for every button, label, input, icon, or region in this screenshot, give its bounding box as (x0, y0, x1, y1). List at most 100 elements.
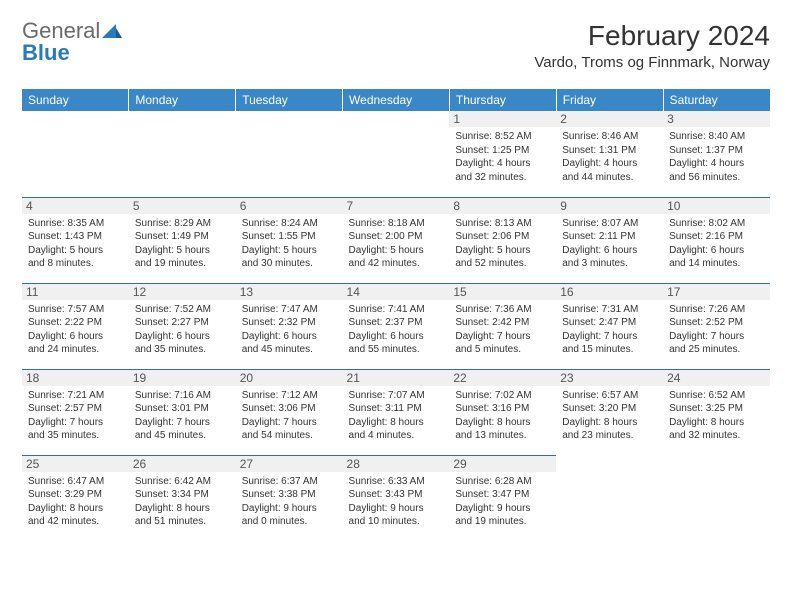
month-title: February 2024 (534, 20, 770, 52)
daylight-text-2: and 8 minutes. (28, 257, 123, 271)
sunset-text: Sunset: 3:06 PM (242, 402, 337, 416)
day-info: Sunrise: 8:07 AMSunset: 2:11 PMDaylight:… (562, 217, 657, 271)
sunrise-text: Sunrise: 7:36 AM (455, 303, 550, 317)
calendar-cell: 19 Sunrise: 7:16 AMSunset: 3:01 PMDayligh… (129, 369, 236, 455)
logo-blue: Blue (22, 40, 70, 65)
day-number: 12 (129, 284, 236, 300)
day-info: Sunrise: 8:35 AMSunset: 1:43 PMDaylight:… (28, 217, 123, 271)
daylight-text-1: Daylight: 7 hours (242, 416, 337, 430)
sunset-text: Sunset: 1:37 PM (669, 144, 764, 158)
day-info: Sunrise: 7:36 AMSunset: 2:42 PMDaylight:… (455, 303, 550, 357)
sunset-text: Sunset: 3:43 PM (349, 488, 444, 502)
sunrise-text: Sunrise: 8:24 AM (242, 217, 337, 231)
daylight-text-2: and 14 minutes. (669, 257, 764, 271)
calendar-cell: 4 Sunrise: 8:35 AMSunset: 1:43 PMDaylight… (22, 197, 129, 283)
day-number: 17 (663, 284, 770, 300)
daylight-text-1: Daylight: 5 hours (455, 244, 550, 258)
daylight-text-2: and 4 minutes. (349, 429, 444, 443)
calendar-cell: 27Sunrise: 6:37 AMSunset: 3:38 PMDayligh… (236, 455, 343, 541)
calendar-cell: 5Sunrise: 8:29 AMSunset: 1:49 PMDaylight… (129, 197, 236, 283)
sunrise-text: Sunrise: 7:07 AM (349, 389, 444, 403)
calendar-head: SundayMondayTuesdayWednesdayThursdayFrid… (22, 89, 770, 111)
sunset-text: Sunset: 2:06 PM (455, 230, 550, 244)
calendar-body: 1Sunrise: 8:52 AMSunset: 1:25 PMDaylight… (22, 111, 770, 541)
sunset-text: Sunset: 3:34 PM (135, 488, 230, 502)
sunset-text: Sunset: 3:38 PM (242, 488, 337, 502)
sunset-text: Sunset: 2:47 PM (562, 316, 657, 330)
daylight-text-2: and 56 minutes. (669, 171, 764, 185)
day-number: 8 (449, 198, 556, 214)
day-number: 19 (129, 370, 236, 386)
daylight-text-2: and 55 minutes. (349, 343, 444, 357)
day-info: Sunrise: 7:41 AMSunset: 2:37 PMDaylight:… (349, 303, 444, 357)
day-number: 29 (449, 456, 556, 472)
daylight-text-2: and 25 minutes. (669, 343, 764, 357)
day-number: 18 (22, 370, 129, 386)
sunset-text: Sunset: 2:16 PM (669, 230, 764, 244)
title-block: February 2024 Vardo, Troms og Finnmark, … (534, 20, 770, 71)
day-number: 25 (22, 456, 129, 472)
calendar-cell: 13Sunrise: 7:47 AMSunset: 2:32 PMDayligh… (236, 283, 343, 369)
calendar-row: 1Sunrise: 8:52 AMSunset: 1:25 PMDaylight… (22, 111, 770, 197)
daylight-text-1: Daylight: 8 hours (135, 502, 230, 516)
daylight-text-2: and 44 minutes. (562, 171, 657, 185)
sunrise-text: Sunrise: 7:26 AM (669, 303, 764, 317)
day-number: 5 (129, 198, 236, 214)
day-header: Friday (556, 89, 663, 111)
daylight-text-1: Daylight: 4 hours (455, 157, 550, 171)
calendar-cell (22, 111, 129, 197)
day-info: Sunrise: 7:21 AMSunset: 2:57 PMDaylight:… (28, 389, 123, 443)
day-info: Sunrise: 7:16 AMSunset: 3:01 PMDaylight:… (135, 389, 230, 443)
calendar-cell: 8 Sunrise: 8:13 AMSunset: 2:06 PMDaylight… (449, 197, 556, 283)
daylight-text-2: and 5 minutes. (455, 343, 550, 357)
daylight-text-1: Daylight: 8 hours (562, 416, 657, 430)
daylight-text-2: and 54 minutes. (242, 429, 337, 443)
sunrise-text: Sunrise: 7:57 AM (28, 303, 123, 317)
day-info: Sunrise: 7:07 AMSunset: 3:11 PMDaylight:… (349, 389, 444, 443)
sunrise-text: Sunrise: 7:12 AM (242, 389, 337, 403)
daylight-text-1: Daylight: 6 hours (669, 244, 764, 258)
day-number: 27 (236, 456, 343, 472)
calendar-table: SundayMondayTuesdayWednesdayThursdayFrid… (22, 89, 770, 541)
daylight-text-1: Daylight: 7 hours (455, 330, 550, 344)
day-info: Sunrise: 8:40 AMSunset: 1:37 PMDaylight:… (669, 130, 764, 184)
calendar-cell: 10Sunrise: 8:02 AMSunset: 2:16 PMDayligh… (663, 197, 770, 283)
sunset-text: Sunset: 3:11 PM (349, 402, 444, 416)
calendar-cell: 9 Sunrise: 8:07 AMSunset: 2:11 PMDaylight… (556, 197, 663, 283)
daylight-text-1: Daylight: 9 hours (242, 502, 337, 516)
calendar-cell: 1Sunrise: 8:52 AMSunset: 1:25 PMDaylight… (449, 111, 556, 197)
day-number: 9 (556, 198, 663, 214)
calendar-cell: 11Sunrise: 7:57 AMSunset: 2:22 PMDayligh… (22, 283, 129, 369)
calendar-row: 25Sunrise: 6:47 AMSunset: 3:29 PMDayligh… (22, 455, 770, 541)
sunset-text: Sunset: 1:55 PM (242, 230, 337, 244)
daylight-text-2: and 32 minutes. (455, 171, 550, 185)
day-number: 4 (22, 198, 129, 214)
calendar-cell: 14 Sunrise: 7:41 AMSunset: 2:37 PMDayligh… (343, 283, 450, 369)
day-header: Tuesday (236, 89, 343, 111)
daylight-text-2: and 45 minutes. (135, 429, 230, 443)
day-info: Sunrise: 8:18 AMSunset: 2:00 PMDaylight:… (349, 217, 444, 271)
header: General Blue February 2024 Vardo, Troms … (22, 20, 770, 71)
day-info: Sunrise: 8:02 AMSunset: 2:16 PMDaylight:… (669, 217, 764, 271)
day-number: 1 (449, 111, 556, 127)
sunrise-text: Sunrise: 6:47 AM (28, 475, 123, 489)
daylight-text-2: and 23 minutes. (562, 429, 657, 443)
sunset-text: Sunset: 2:27 PM (135, 316, 230, 330)
calendar-cell: 16Sunrise: 7:31 AMSunset: 2:47 PMDayligh… (556, 283, 663, 369)
day-number: 14 (343, 284, 450, 300)
day-number: 11 (22, 284, 129, 300)
day-number: 23 (556, 370, 663, 386)
sunset-text: Sunset: 3:01 PM (135, 402, 230, 416)
calendar-cell: 24Sunrise: 6:52 AMSunset: 3:25 PMDayligh… (663, 369, 770, 455)
sunrise-text: Sunrise: 8:52 AM (455, 130, 550, 144)
day-number: 13 (236, 284, 343, 300)
sunrise-text: Sunrise: 7:21 AM (28, 389, 123, 403)
daylight-text-2: and 52 minutes. (455, 257, 550, 271)
daylight-text-1: Daylight: 5 hours (242, 244, 337, 258)
daylight-text-2: and 19 minutes. (455, 515, 550, 529)
sunrise-text: Sunrise: 8:35 AM (28, 217, 123, 231)
day-info: Sunrise: 7:02 AMSunset: 3:16 PMDaylight:… (455, 389, 550, 443)
calendar-cell: 22Sunrise: 7:02 AMSunset: 3:16 PMDayligh… (449, 369, 556, 455)
day-info: Sunrise: 8:13 AMSunset: 2:06 PMDaylight:… (455, 217, 550, 271)
daylight-text-2: and 51 minutes. (135, 515, 230, 529)
